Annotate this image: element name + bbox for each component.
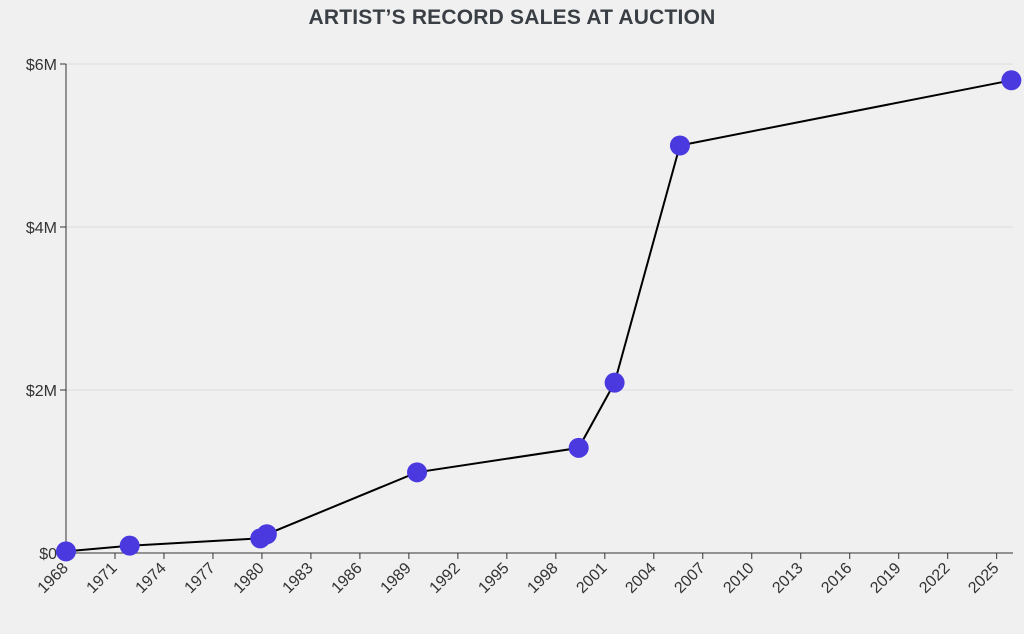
x-tick-label: 1980 [231,560,268,597]
x-tick-label: 1968 [35,560,72,597]
line-layer [65,79,1012,553]
x-tick-label: 1998 [524,560,561,597]
data-point[interactable] [604,372,625,393]
series-line [65,79,1012,553]
x-tick-label: 2007 [671,560,708,597]
y-tick-label: $2M [26,383,57,400]
data-point[interactable] [669,135,690,156]
data-point[interactable] [119,535,140,556]
y-tick-label: $4M [26,220,57,237]
x-tick-label: 2016 [818,560,855,597]
x-tick-label: 2001 [573,560,610,597]
x-tick-label: 2010 [720,560,757,597]
x-tick-label: 2004 [622,560,659,597]
y-tick-label: $6M [26,57,57,74]
x-tick-label: 1974 [133,560,170,597]
x-tick-label: 2022 [916,560,953,597]
x-tick-label: 1992 [427,560,464,597]
x-tick-label: 1983 [280,560,317,597]
grid-layer [66,63,1013,391]
chart-title: ARTIST’S RECORD SALES AT AUCTION [308,6,716,29]
data-point[interactable] [56,541,76,562]
axis-layer: $0 $2M $4M $6M 1968 1971 1974 1977 1980 1983 1986 1… [26,57,1013,597]
x-tick-label: 1989 [378,560,415,597]
y-tick-label: $0 [39,546,57,563]
x-tick-label: 1977 [182,560,219,597]
x-tick-label: 2019 [867,560,904,597]
x-tick-label: 1995 [475,560,512,597]
x-tick-label: 2025 [965,560,1002,597]
data-point[interactable] [568,437,589,458]
data-point[interactable] [407,462,428,483]
x-tick-label: 1986 [329,560,366,597]
point-layer [56,70,1022,562]
x-tick-label: 2013 [769,560,806,597]
data-point[interactable] [1001,70,1022,91]
data-point[interactable] [256,524,277,545]
x-tick-label: 1971 [84,560,121,597]
